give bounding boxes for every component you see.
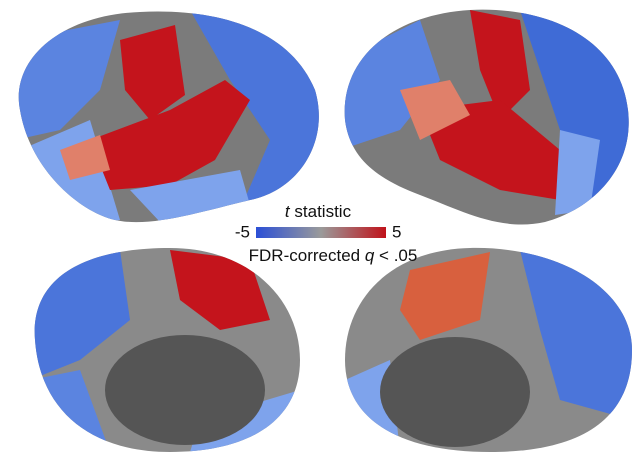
colorbar-label: statistic — [294, 202, 351, 221]
note-threshold: < .05 — [379, 246, 417, 265]
note-var: q — [365, 246, 375, 265]
brain-medial-right — [340, 240, 637, 459]
brain-medial-left — [20, 240, 310, 459]
colorbar-var: t — [285, 202, 291, 221]
colorbar-tick-label: -5 — [235, 222, 250, 241]
brain-lateral-left — [0, 0, 330, 230]
figure: t statistic -5 5 FDR-corrected q < .05 — [0, 0, 637, 459]
colorbar-title: t statistic — [285, 202, 352, 221]
brain-lateral-right — [330, 0, 637, 235]
colorbar-tick-label: 5 — [392, 222, 401, 241]
note-text: FDR-corrected — [249, 246, 360, 265]
threshold-note: FDR-corrected q < .05 — [249, 246, 418, 265]
colorbar — [256, 227, 386, 238]
